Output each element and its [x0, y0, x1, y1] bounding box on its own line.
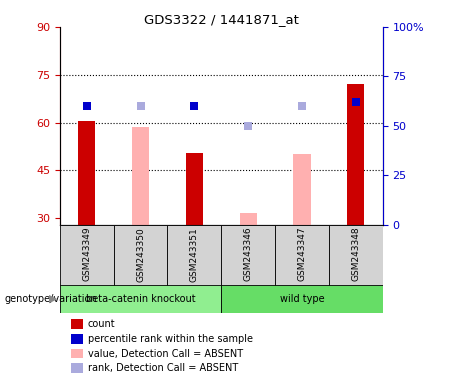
Bar	[347, 84, 364, 225]
Text: percentile rank within the sample: percentile rank within the sample	[88, 334, 253, 344]
Point	[244, 123, 252, 129]
Text: value, Detection Call = ABSENT: value, Detection Call = ABSENT	[88, 349, 242, 359]
Bar	[60, 285, 221, 313]
Text: count: count	[88, 319, 115, 329]
Text: rank, Detection Call = ABSENT: rank, Detection Call = ABSENT	[88, 363, 238, 373]
Bar	[221, 285, 383, 313]
Point	[83, 103, 90, 109]
Text: genotype/variation: genotype/variation	[5, 294, 97, 304]
Bar	[167, 225, 221, 286]
Text: GSM243347: GSM243347	[297, 227, 307, 281]
Bar	[240, 214, 257, 225]
Point	[137, 103, 144, 109]
Text: wild type: wild type	[280, 294, 324, 304]
Point	[298, 103, 306, 109]
Bar	[186, 153, 203, 225]
Bar	[114, 225, 167, 286]
Text: GSM243349: GSM243349	[83, 227, 91, 281]
Bar	[78, 121, 95, 225]
Bar	[275, 225, 329, 286]
Text: GDS3322 / 1441871_at: GDS3322 / 1441871_at	[144, 13, 299, 26]
Bar	[221, 225, 275, 286]
Text: GSM243346: GSM243346	[244, 227, 253, 281]
Text: GSM243348: GSM243348	[351, 227, 360, 281]
Point	[352, 99, 360, 105]
Bar	[132, 127, 149, 225]
Bar	[293, 154, 311, 225]
Bar	[329, 225, 383, 286]
Bar	[60, 225, 114, 286]
Point	[191, 103, 198, 109]
Text: ▶: ▶	[49, 294, 57, 304]
Text: GSM243350: GSM243350	[136, 227, 145, 281]
Text: beta-catenin knockout: beta-catenin knockout	[86, 294, 195, 304]
Text: GSM243351: GSM243351	[190, 227, 199, 281]
